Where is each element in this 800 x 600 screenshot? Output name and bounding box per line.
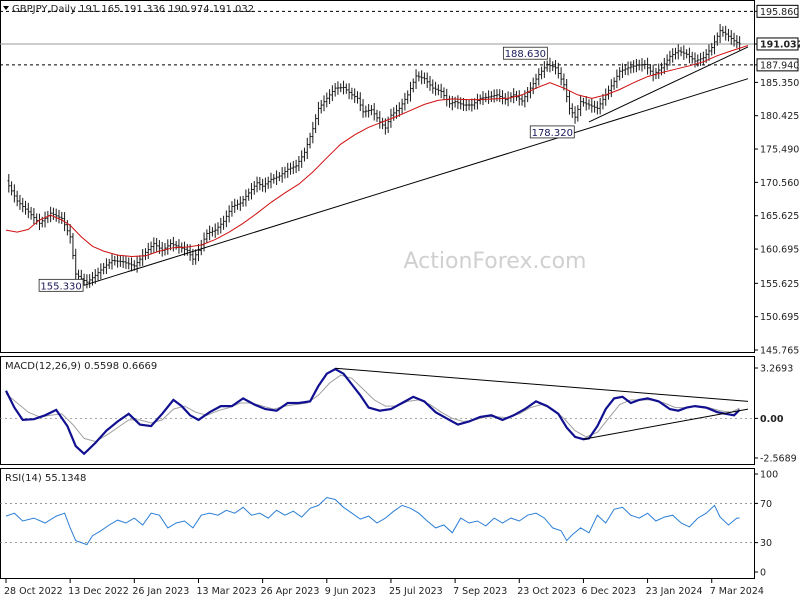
annotation-box xyxy=(502,46,548,60)
moving-average-line xyxy=(5,45,749,258)
price-axis-label: 187.940 xyxy=(760,60,799,71)
price-axis-label: 160.695 xyxy=(760,245,799,256)
date-axis-label: 7 Mar 2024 xyxy=(710,586,764,597)
rsi-axis-label: 70 xyxy=(760,499,772,510)
date-axis-label: 13 Dec 2022 xyxy=(68,586,129,597)
rsi-axis-label: 100 xyxy=(760,470,778,481)
rsi-plot xyxy=(0,496,754,546)
price-tag xyxy=(756,37,799,51)
date-axis-label: 26 Apr 2023 xyxy=(261,586,320,597)
macd-panel-title: MACD(12,26,9) 0.5598 0.6669 xyxy=(5,361,157,372)
rsi-panel-frame xyxy=(0,468,755,579)
price-axis-label: 145.765 xyxy=(760,346,799,357)
rsi-axis-label: 30 xyxy=(760,538,772,549)
price-axis-label: 165.625 xyxy=(760,211,799,222)
macd-panel-frame xyxy=(0,356,755,465)
date-axis-label: 28 Oct 2022 xyxy=(4,586,63,597)
date-axis-label: 13 Mar 2023 xyxy=(196,586,256,597)
date-axis-label: 25 Jul 2023 xyxy=(389,586,443,597)
price-panel-frame xyxy=(0,0,755,353)
macd-axis-label: 0.00 xyxy=(760,414,784,425)
rsi-line xyxy=(5,496,740,546)
price-axis-label: 195.860 xyxy=(760,7,799,18)
rsi-panel-title: RSI(14) 55.1348 xyxy=(5,473,86,484)
price-axis-label: 155.625 xyxy=(760,279,799,290)
macd-signal-line xyxy=(5,374,740,443)
price-axis-label: 180.425 xyxy=(760,111,799,122)
price-panel-title: GBPJPY,Daily 191.165 191.336 190.974 191… xyxy=(12,4,254,15)
annotation-label: 155.330 xyxy=(40,281,81,292)
price-tag xyxy=(756,58,799,72)
watermark: ActionForex.com xyxy=(404,249,587,274)
price-trendline xyxy=(588,46,749,123)
price-axis-label: 175.490 xyxy=(760,145,799,156)
price-tag xyxy=(756,4,799,18)
price-axis-label: 170.560 xyxy=(760,178,799,189)
date-axis-label: 23 Jan 2024 xyxy=(646,586,703,597)
price-plot: 155.330 188.630 178.320 xyxy=(0,10,754,292)
date-axis-label: 23 Oct 2023 xyxy=(517,586,576,597)
price-axis-label: 150.695 xyxy=(760,312,799,323)
annotation-box xyxy=(38,278,84,292)
annotation-label: 188.630 xyxy=(505,49,546,60)
macd-trendline xyxy=(335,367,749,402)
date-axis-label: 6 Dec 2023 xyxy=(581,586,636,597)
macd-line xyxy=(5,367,741,456)
date-axis-label: 26 Jan 2023 xyxy=(132,586,189,597)
price-axis-label: 185.350 xyxy=(760,78,799,89)
rsi-axis-label: 0 xyxy=(760,568,766,579)
price-trendline xyxy=(83,78,749,286)
annotation-label: 178.320 xyxy=(532,128,573,139)
macd-trendline xyxy=(583,408,749,440)
price-axis-label: 191.032 xyxy=(760,39,800,50)
date-axis-label: 9 Jun 2023 xyxy=(325,586,376,597)
symbol-dropdown-icon[interactable] xyxy=(3,6,9,10)
date-axis-label: 7 Sep 2023 xyxy=(453,586,507,597)
annotation-box xyxy=(529,125,575,139)
axes: 195.860 191.032 187.940 185.350 180.425 175.4… xyxy=(4,4,800,597)
macd-axis-label: -2.5689 xyxy=(760,453,797,464)
macd-axis-label: 3.2693 xyxy=(760,364,793,375)
macd-plot xyxy=(0,367,754,456)
